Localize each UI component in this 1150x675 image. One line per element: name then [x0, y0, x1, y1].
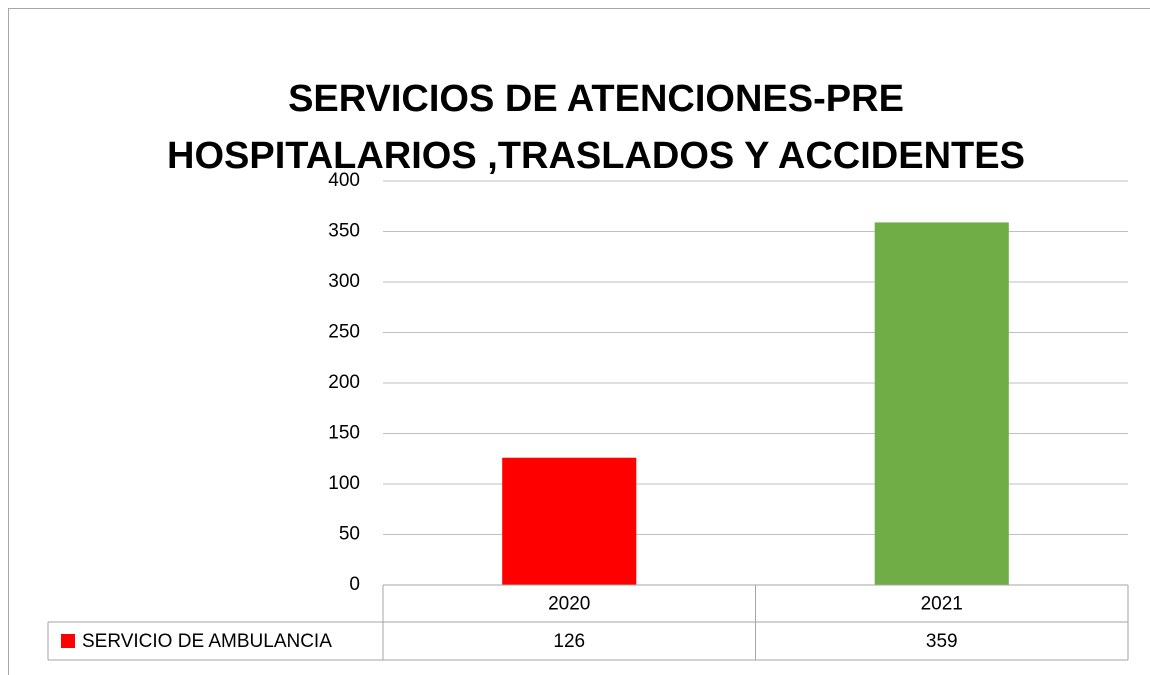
bar: [874, 222, 1009, 585]
y-tick-label: 0: [349, 574, 360, 595]
y-tick-label: 250: [328, 322, 360, 343]
table-value: 126: [553, 631, 585, 652]
y-tick-label: 150: [328, 423, 360, 444]
y-tick-label: 300: [328, 271, 360, 292]
table-value: 359: [926, 631, 958, 652]
y-tick-label: 200: [328, 372, 360, 393]
y-tick-label: 350: [328, 221, 360, 242]
x-tick-label: 2020: [548, 594, 590, 615]
chart-title: SERVICIOS DE ATENCIONES-PRE: [288, 78, 904, 120]
y-tick-label: 50: [339, 524, 360, 545]
legend-key: [61, 634, 75, 648]
y-tick-label: 100: [328, 473, 360, 494]
x-tick-label: 2021: [921, 594, 963, 615]
y-tick-label: 400: [328, 170, 360, 191]
bar: [502, 457, 637, 585]
chart-title: HOSPITALARIOS ,TRASLADOS Y ACCIDENTES: [167, 135, 1025, 177]
legend-label: SERVICIO DE AMBULANCIA: [82, 631, 332, 652]
